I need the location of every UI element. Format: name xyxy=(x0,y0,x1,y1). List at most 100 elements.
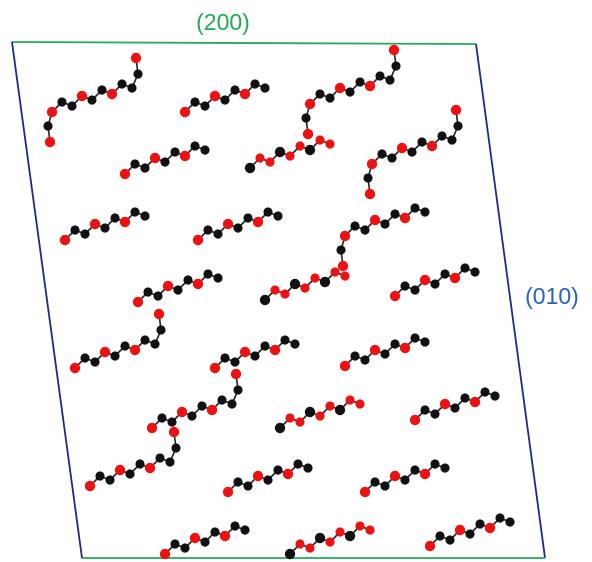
oxygen-atom xyxy=(314,532,326,544)
carbon-atom xyxy=(190,141,200,151)
carbon-atom xyxy=(290,339,300,349)
carbon-atom xyxy=(67,101,77,111)
carbon-atom xyxy=(260,341,270,351)
oxygen-atom xyxy=(389,470,401,482)
carbon-atom xyxy=(390,339,400,349)
oxygen-atom xyxy=(289,278,301,290)
oxygen-atom xyxy=(239,346,251,358)
carbon-atom xyxy=(210,527,220,537)
oxygen-atom xyxy=(230,368,242,380)
oxygen-atom xyxy=(119,168,131,180)
carbon-atom xyxy=(200,537,210,547)
carbon-atom xyxy=(171,443,181,453)
carbon-atom xyxy=(505,517,515,527)
molecule-layer xyxy=(43,44,515,560)
molecule xyxy=(222,459,313,498)
oxygen-atom xyxy=(304,406,316,418)
carbon-atom xyxy=(440,269,450,279)
carbon-atom xyxy=(410,203,420,213)
carbon-atom xyxy=(143,287,153,297)
oxygen-atom xyxy=(153,308,165,320)
carbon-atom xyxy=(391,61,401,71)
carbon-atom xyxy=(260,83,270,93)
oxygen-atom xyxy=(304,144,316,156)
carbon-atom xyxy=(325,401,335,411)
oxygen-atom xyxy=(388,44,400,56)
carbon-atom xyxy=(315,411,325,421)
carbon-atom xyxy=(233,385,243,395)
oxygen-atom xyxy=(259,294,271,306)
carbon-atom xyxy=(265,157,275,167)
oxygen-atom xyxy=(222,218,234,230)
oxygen-atom xyxy=(469,396,481,408)
oxygen-atom xyxy=(219,530,231,542)
oxygen-atom xyxy=(269,344,281,356)
carbon-atom xyxy=(430,459,440,469)
molecule xyxy=(284,521,375,560)
carbon-atom xyxy=(325,139,335,149)
carbon-atom xyxy=(410,333,420,343)
oxygen-atom xyxy=(364,80,376,92)
carbon-atom xyxy=(303,463,313,473)
oxygen-atom xyxy=(192,278,204,290)
oxygen-atom xyxy=(209,90,221,102)
oxygen-atom xyxy=(284,548,296,560)
oxygen-atom xyxy=(419,468,431,480)
carbon-atom xyxy=(110,213,120,223)
oxygen-atom xyxy=(222,486,234,498)
carbon-atom xyxy=(80,229,90,239)
carbon-atom xyxy=(250,351,260,361)
carbon-atom xyxy=(230,85,240,95)
carbon-atom xyxy=(380,481,390,491)
carbon-atom xyxy=(400,475,410,485)
molecule xyxy=(132,269,223,308)
carbon-atom xyxy=(95,471,105,481)
carbon-atom xyxy=(190,97,200,107)
molecule xyxy=(274,395,365,434)
oxygen-atom xyxy=(334,404,346,416)
carbon-atom xyxy=(110,351,120,361)
carbon-atom xyxy=(420,405,430,415)
carbon-atom xyxy=(285,151,295,161)
carbon-atom xyxy=(125,469,135,479)
carbon-atom xyxy=(170,539,180,549)
oxygen-atom xyxy=(144,462,156,474)
carbon-atom xyxy=(445,535,455,545)
carbon-atom xyxy=(57,97,67,107)
oxygen-atom xyxy=(132,296,144,308)
carbon-atom xyxy=(305,543,315,553)
carbon-atom xyxy=(130,159,140,169)
carbon-atom xyxy=(350,221,360,231)
carbon-atom xyxy=(407,147,417,157)
carbon-atom xyxy=(380,349,390,359)
molecule xyxy=(359,459,450,498)
oxygen-atom xyxy=(129,344,141,356)
carbon-atom xyxy=(437,131,447,141)
carbon-atom xyxy=(435,531,445,541)
oxygen-atom xyxy=(206,404,218,416)
carbon-atom xyxy=(453,121,463,131)
carbon-atom xyxy=(203,225,213,235)
carbon-atom xyxy=(117,79,127,89)
carbon-atom xyxy=(273,211,283,221)
oxygen-atom xyxy=(162,280,174,292)
carbon-atom xyxy=(325,537,335,547)
carbon-atom xyxy=(440,463,450,473)
carbon-atom xyxy=(160,157,170,167)
carbon-atom xyxy=(360,355,370,365)
carbon-atom xyxy=(293,459,303,469)
carbon-atom xyxy=(380,219,390,229)
carbon-atom xyxy=(183,275,193,285)
carbon-atom xyxy=(460,263,470,273)
carbon-atom xyxy=(360,225,370,235)
carbon-atom xyxy=(355,77,365,87)
carbon-atom xyxy=(310,273,320,283)
carbon-atom xyxy=(370,477,380,487)
carbon-atom xyxy=(97,85,107,95)
oxygen-atom xyxy=(239,88,251,100)
carbon-atom xyxy=(105,475,115,485)
carbon-atom xyxy=(385,75,395,85)
oxygen-atom xyxy=(130,52,142,64)
unit-cell-outline xyxy=(11,41,546,559)
carbon-atom xyxy=(400,281,410,291)
